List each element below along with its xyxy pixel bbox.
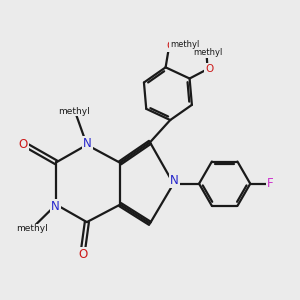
Text: methyl: methyl	[58, 107, 90, 116]
Text: O: O	[167, 41, 175, 51]
Text: O: O	[205, 64, 213, 74]
Text: N: N	[170, 174, 179, 187]
Text: N: N	[51, 200, 60, 213]
Text: F: F	[267, 177, 273, 190]
Text: N: N	[83, 137, 92, 150]
Text: methyl: methyl	[170, 40, 200, 49]
Text: O: O	[19, 138, 28, 152]
Text: O: O	[79, 248, 88, 261]
Text: methyl: methyl	[16, 224, 48, 233]
Text: methyl: methyl	[193, 48, 222, 57]
